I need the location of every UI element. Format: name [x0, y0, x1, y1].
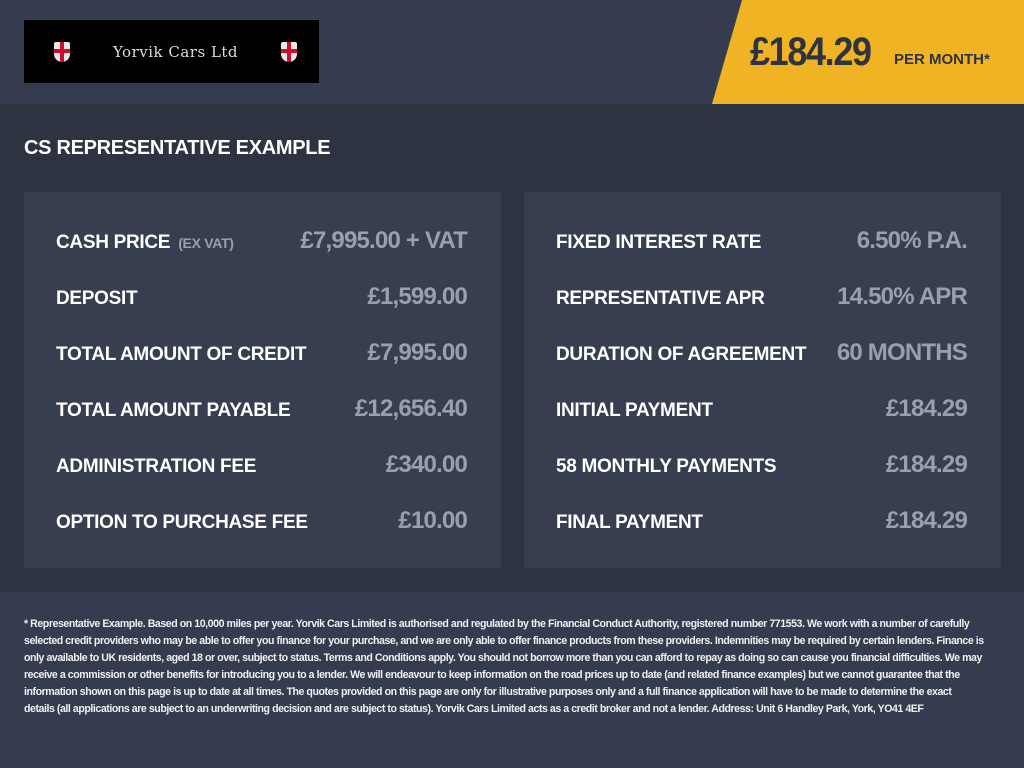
label: CASH PRICE: [56, 232, 171, 253]
label: TOTAL AMOUNT PAYABLE: [56, 400, 291, 421]
value: £184.29: [885, 395, 968, 422]
label: FINAL PAYMENT: [556, 512, 703, 533]
logo[interactable]: Yorvik Cars Ltd: [24, 20, 319, 83]
value: £340.00: [385, 451, 468, 478]
row-purchase-fee: OPTION TO PURCHASE FEE £10.00: [24, 502, 501, 558]
monthly-price: £184.29: [750, 29, 872, 74]
value: £12,656.40: [354, 395, 468, 422]
disclaimer-line: * Representative Example. Based on 10,00…: [24, 618, 970, 630]
label: REPRESENTATIVE APR: [556, 288, 765, 309]
value: £184.29: [885, 507, 968, 534]
row-interest-rate: FIXED INTEREST RATE 6.50% P.A.: [524, 222, 1001, 278]
disclaimer-line: details (all applications are subject to…: [24, 703, 924, 715]
value: 60 MONTHS: [836, 339, 968, 366]
row-admin-fee: ADMINISTRATION FEE £340.00: [24, 446, 501, 502]
row-apr: REPRESENTATIVE APR 14.50% APR: [524, 278, 1001, 334]
row-deposit: DEPOSIT £1,599.00: [24, 278, 501, 334]
section-title: CS REPRESENTATIVE EXAMPLE: [24, 137, 331, 159]
label: INITIAL PAYMENT: [556, 400, 713, 421]
label: TOTAL AMOUNT OF CREDIT: [56, 344, 307, 365]
sub-label: (EX VAT): [178, 235, 234, 251]
shield-icon: [280, 41, 297, 62]
value: 14.50% APR: [837, 283, 968, 310]
label: DURATION OF AGREEMENT: [556, 344, 807, 365]
value: £7,995.00 + VAT: [300, 227, 467, 254]
logo-text: Yorvik Cars Ltd: [112, 42, 239, 61]
disclaimer-line: only available to UK residents, aged 18 …: [24, 652, 982, 664]
label: 58 MONTHLY PAYMENTS: [556, 456, 777, 477]
right-panel: FIXED INTEREST RATE 6.50% P.A. REPRESENTA…: [524, 192, 1001, 568]
value: £10.00: [398, 507, 467, 534]
row-total-credit: TOTAL AMOUNT OF CREDIT £7,995.00: [24, 334, 501, 390]
value: 6.50% P.A.: [856, 227, 968, 254]
row-initial-payment: INITIAL PAYMENT £184.29: [524, 390, 1001, 446]
header: Yorvik Cars Ltd £184.29 PER MONTH*: [0, 0, 1024, 104]
row-monthly-payments: 58 MONTHLY PAYMENTS £184.29: [524, 446, 1001, 502]
value: £184.29: [885, 451, 968, 478]
per-month-label: PER MONTH*: [894, 50, 990, 68]
disclaimer-line: information shown on this page is up to …: [24, 686, 952, 698]
left-panel: CASH PRICE (EX VAT) £7,995.00 + VAT DEPOSI…: [24, 192, 501, 568]
label: OPTION TO PURCHASE FEE: [56, 512, 308, 533]
disclaimer: * Representative Example. Based on 10,00…: [0, 592, 1024, 768]
row-final-payment: FINAL PAYMENT £184.29: [524, 502, 1001, 558]
value: £1,599.00: [367, 283, 467, 310]
disclaimer-line: receive a commission or other benefits f…: [24, 669, 960, 681]
label: FIXED INTEREST RATE: [556, 232, 762, 253]
row-cash-price: CASH PRICE (EX VAT) £7,995.00 + VAT: [24, 222, 501, 278]
row-duration: DURATION OF AGREEMENT 60 MONTHS: [524, 334, 1001, 390]
monthly-price-banner: £184.29 PER MONTH*: [712, 0, 1024, 104]
value: £7,995.00: [367, 339, 467, 366]
label: ADMINISTRATION FEE: [56, 456, 257, 477]
label: DEPOSIT: [56, 288, 138, 309]
disclaimer-line: selected credit providers who may be abl…: [24, 635, 984, 647]
shield-icon: [54, 41, 70, 62]
row-total-payable: TOTAL AMOUNT PAYABLE £12,656.40: [24, 390, 501, 446]
